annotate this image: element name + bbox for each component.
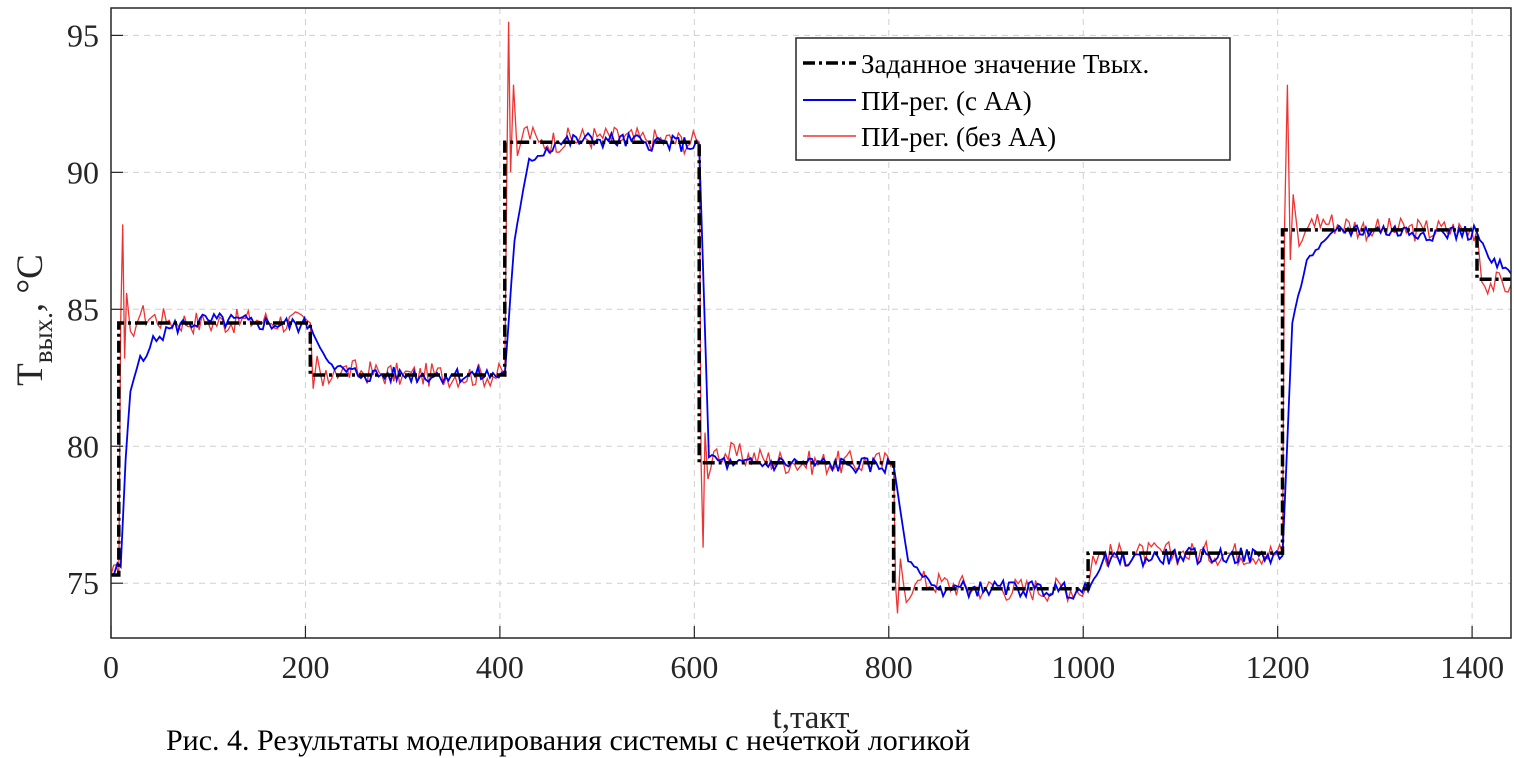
- plot-frame: [110, 7, 1512, 639]
- x-axis-label: t,такт: [773, 700, 850, 736]
- x-tick-label: 400: [476, 649, 524, 685]
- x-tick-label: 0: [103, 649, 119, 685]
- x-tick-label: 1000: [1051, 649, 1115, 685]
- axis-ticks: 0 200 400 600 800 1000 1200 1400 75 80 85 90 95: [67, 17, 1504, 685]
- series-line-without-aa: [111, 21, 1511, 614]
- legend-box: [795, 37, 1231, 161]
- legend-label-setpoint: Заданное значение Твых.: [861, 49, 1149, 79]
- y-tick-label: 80: [67, 428, 99, 464]
- legend-label-without-aa: ПИ-рег. (без АА): [861, 122, 1056, 152]
- y-tick-label: 85: [67, 291, 99, 327]
- data-lines: [111, 21, 1511, 614]
- y-axis-label: Tвых., °C: [10, 254, 58, 386]
- x-tick-label: 1200: [1246, 649, 1310, 685]
- x-tick-label: 800: [865, 649, 913, 685]
- y-axis-label-sub: вых.: [28, 312, 58, 363]
- figure-caption: Рис. 4. Результаты моделирования системы…: [166, 724, 971, 757]
- x-tick-label: 600: [670, 649, 718, 685]
- y-tick-label: 90: [67, 154, 99, 190]
- y-tick-label: 95: [67, 17, 99, 53]
- y-tick-label: 75: [67, 565, 99, 601]
- y-axis-label-unit: , °C: [10, 254, 51, 312]
- x-tick-label: 1400: [1440, 649, 1504, 685]
- y-axis-label-main: T: [10, 363, 51, 386]
- legend-label-with-aa: ПИ-рег. (с АА): [861, 86, 1032, 116]
- setpoint-line: [111, 140, 1511, 591]
- x-tick-label: 200: [281, 649, 329, 685]
- legend: Заданное значение Твых. ПИ-рег. (с АА) П…: [795, 37, 1231, 161]
